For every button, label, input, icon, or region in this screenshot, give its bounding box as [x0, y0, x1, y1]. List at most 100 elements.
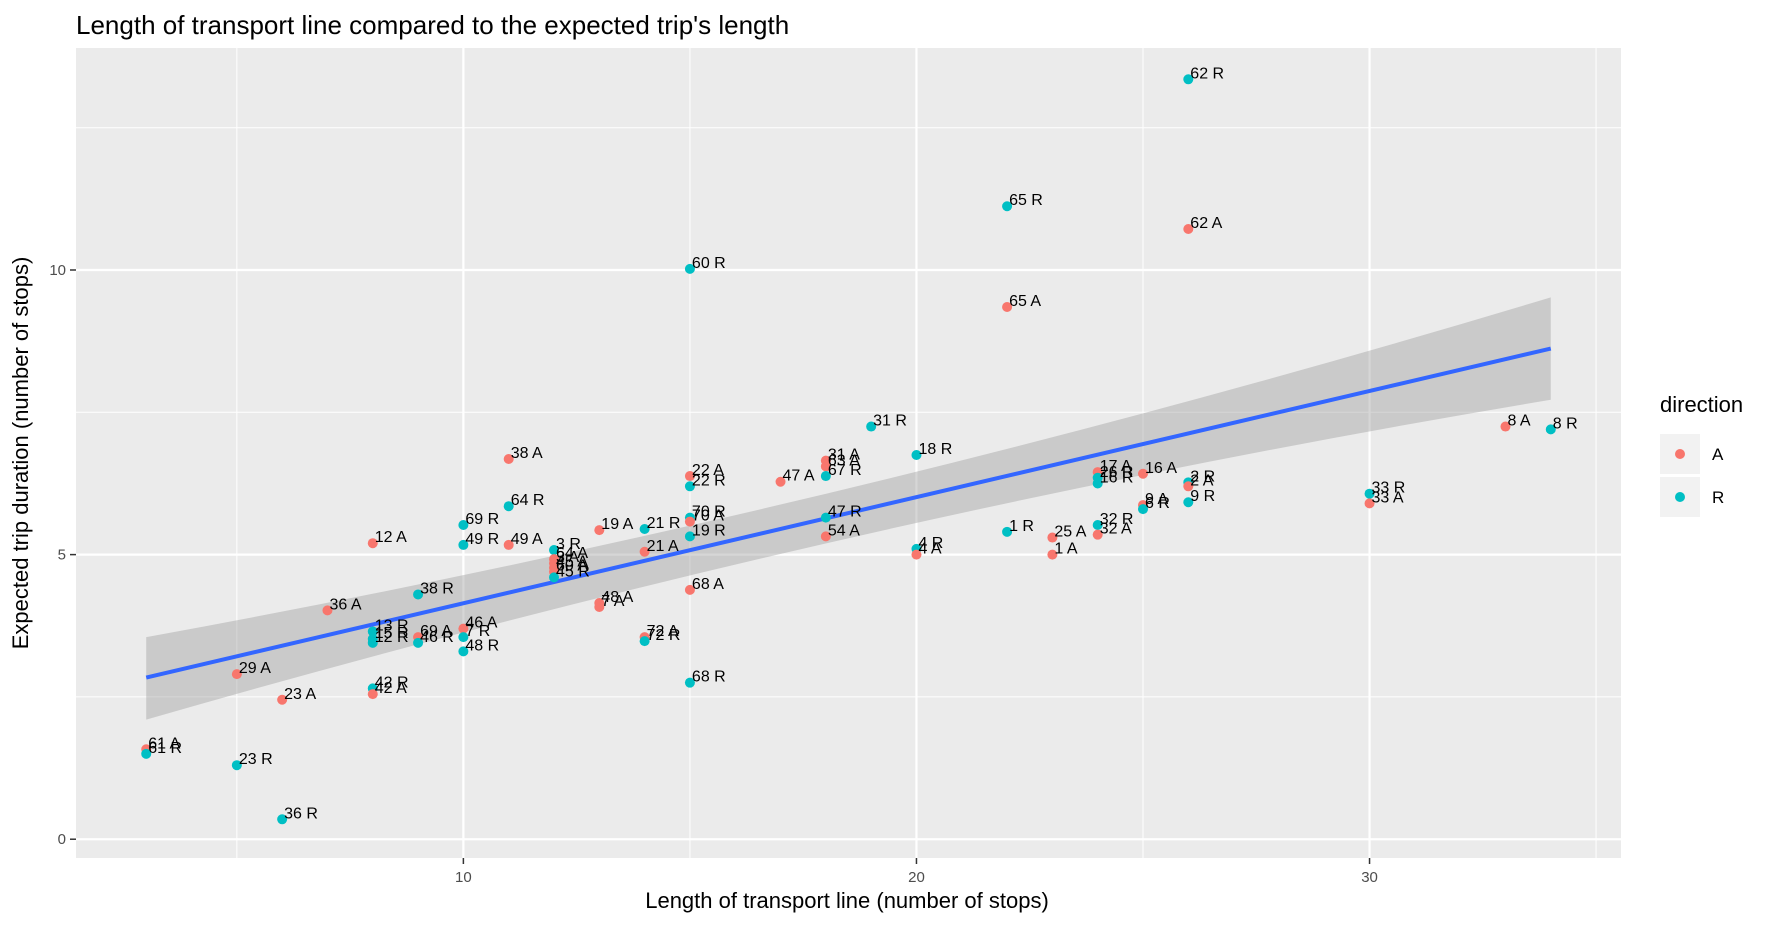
legend-label-a: A — [1712, 445, 1724, 464]
point-label-27: 64 R — [511, 492, 545, 509]
data-point-9 — [911, 449, 922, 460]
point-label-45: 4 A — [918, 541, 941, 558]
point-label-59: 46 A — [465, 615, 497, 632]
point-label-56: 7 A — [601, 593, 624, 610]
point-label-16: 17 A — [1100, 458, 1132, 475]
data-point-38 — [1092, 520, 1103, 531]
data-point-37 — [1047, 532, 1058, 543]
point-label-67: 72 R — [647, 627, 681, 644]
point-label-10: 31 A — [828, 447, 860, 464]
data-point-61 — [458, 632, 469, 643]
point-label-71: 42 A — [375, 680, 407, 697]
point-label-44: 4 R — [918, 535, 943, 552]
data-point-12 — [820, 471, 831, 482]
point-label-4: 65 A — [1009, 293, 1041, 310]
point-label-43: 21 A — [647, 538, 679, 555]
point-label-3: 60 R — [692, 255, 726, 272]
data-point-64 — [413, 637, 424, 648]
data-point-57 — [322, 605, 333, 616]
point-label-74: 61 R — [148, 740, 182, 757]
point-label-60: 69 A — [420, 623, 452, 640]
legend-label-r: R — [1712, 488, 1724, 507]
point-label-38: 32 R — [1100, 511, 1134, 528]
point-label-58: 13 R — [375, 617, 409, 634]
data-point-59 — [458, 623, 469, 634]
data-point-11 — [820, 461, 831, 472]
data-point-69 — [684, 677, 695, 688]
data-points — [141, 74, 1556, 825]
data-point-56 — [594, 601, 605, 612]
point-label-47: 3 R — [556, 536, 581, 553]
x-tick-label-1: 20 — [908, 869, 925, 886]
data-point-72 — [277, 694, 288, 705]
y-tick-label-2: 10 — [49, 262, 66, 279]
data-point-17 — [1138, 468, 1149, 479]
data-point-67 — [639, 636, 650, 647]
point-label-35: 54 A — [828, 522, 860, 539]
data-point-32 — [594, 525, 605, 536]
data-point-54 — [684, 584, 695, 595]
point-labels: 62 R 65 R 62 A 60 R 65 A 31 R 8 A 8 R 38 A 18 R 31… — [148, 65, 1577, 822]
point-label-30: 47 R — [828, 504, 862, 521]
point-label-65: 48 R — [465, 637, 499, 654]
data-point-30 — [820, 512, 831, 523]
y-axis-ticks: 0 5 10 — [49, 262, 76, 848]
point-label-73: 61 A — [148, 735, 180, 752]
point-label-63: 12 R — [375, 629, 409, 646]
data-point-41 — [458, 539, 469, 550]
point-label-29: 70 A — [692, 508, 724, 525]
point-label-17: 16 A — [1145, 460, 1177, 477]
point-label-18: 26 R — [1100, 464, 1134, 481]
y-tick-label-1: 5 — [58, 547, 66, 564]
legend-key-a — [1675, 449, 1685, 459]
data-point-5 — [866, 421, 877, 432]
data-point-15 — [775, 476, 786, 487]
point-label-8: 38 A — [511, 445, 543, 462]
point-label-70: 42 R — [375, 674, 409, 691]
point-label-25: 9 A — [1145, 491, 1168, 508]
data-point-74 — [141, 748, 152, 759]
point-label-23: 33 A — [1372, 489, 1404, 506]
data-point-34 — [684, 531, 695, 542]
point-label-15: 47 A — [783, 468, 815, 485]
data-point-26 — [1138, 504, 1149, 515]
point-label-22: 33 R — [1372, 480, 1406, 497]
chart-title: Length of transport line compared to the… — [76, 10, 789, 40]
point-label-69: 68 R — [692, 669, 726, 686]
data-point-40 — [367, 538, 378, 549]
data-point-35 — [820, 531, 831, 542]
data-point-39 — [1092, 529, 1103, 540]
point-label-49: 3 A — [556, 549, 579, 566]
data-point-53 — [413, 589, 424, 600]
point-label-11: 63 A — [828, 452, 860, 469]
point-label-40: 12 A — [375, 529, 407, 546]
point-label-39: 32 A — [1100, 521, 1132, 538]
data-point-65 — [458, 646, 469, 657]
data-point-22 — [1364, 488, 1375, 499]
point-label-52: 45 R — [556, 563, 590, 580]
legend-key-r — [1675, 492, 1685, 502]
point-label-55: 48 A — [601, 589, 633, 606]
data-point-8 — [503, 453, 514, 464]
y-axis-title: Expected trip duration (number of stops) — [8, 257, 33, 650]
data-point-47 — [548, 545, 559, 556]
data-point-43 — [639, 546, 650, 557]
point-label-61: 7 R — [465, 623, 490, 640]
point-label-50: 45 A — [556, 554, 588, 571]
point-label-32: 19 A — [601, 516, 633, 533]
data-point-7 — [1545, 424, 1556, 435]
data-point-6 — [1500, 421, 1511, 432]
grid-major — [76, 48, 1621, 858]
data-point-23 — [1364, 498, 1375, 509]
point-label-5: 31 R — [873, 413, 907, 430]
point-label-21: 2 A — [1190, 472, 1213, 489]
data-point-42 — [503, 539, 514, 550]
point-label-48: 64 A — [556, 545, 588, 562]
point-label-34: 19 R — [692, 522, 726, 539]
data-point-14 — [684, 481, 695, 492]
point-label-28: 70 R — [692, 504, 726, 521]
point-label-20: 2 R — [1190, 468, 1215, 485]
point-label-76: 36 R — [284, 805, 318, 822]
data-point-27 — [503, 501, 514, 512]
data-point-63 — [367, 637, 378, 648]
